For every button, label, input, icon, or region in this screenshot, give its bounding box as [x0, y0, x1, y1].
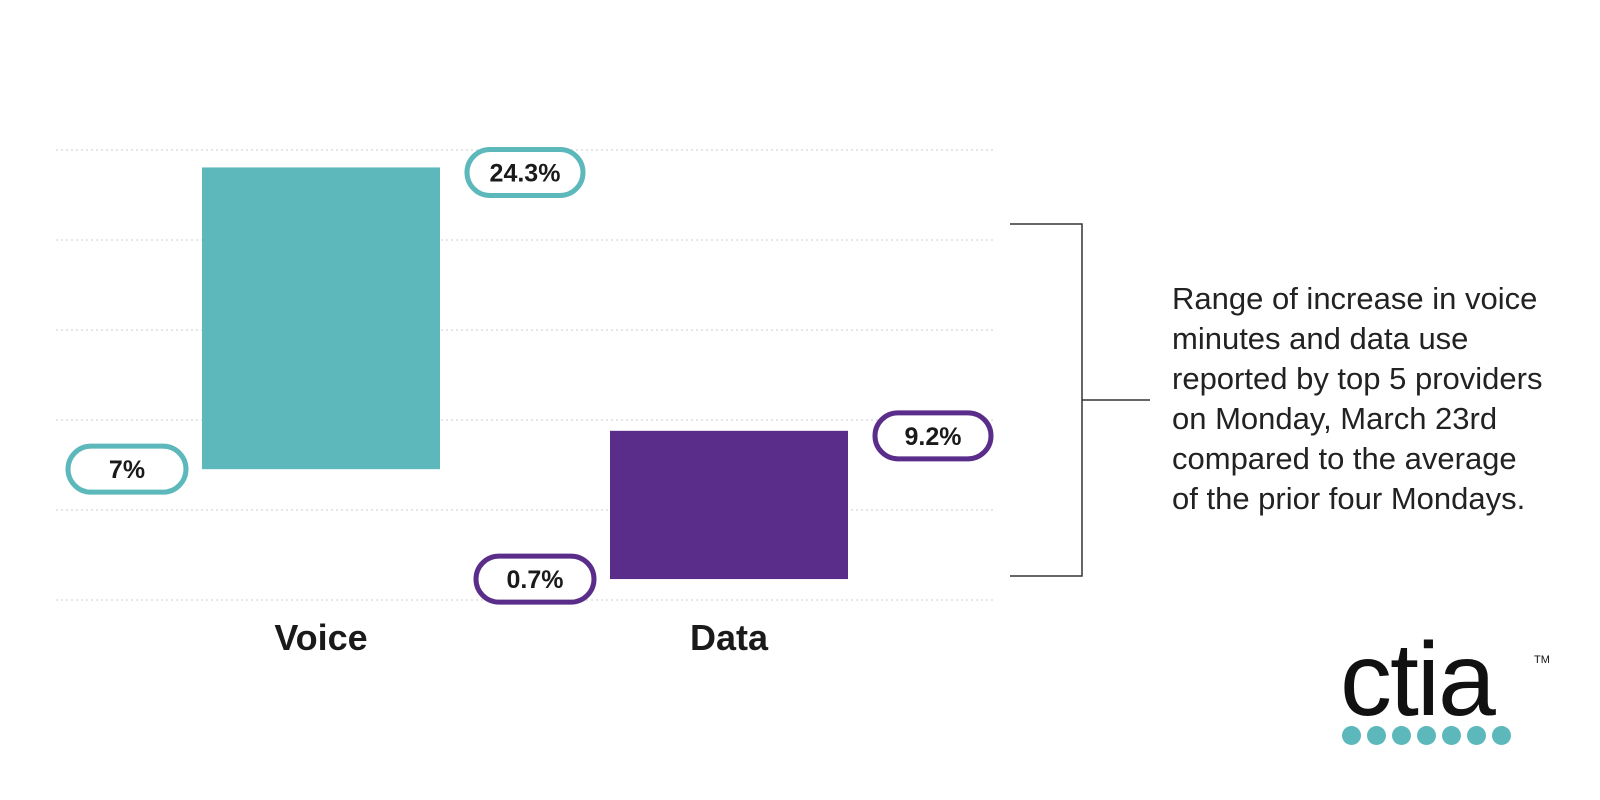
logo-dot — [1442, 726, 1461, 745]
ctia-logo: ctia TM — [1340, 628, 1550, 756]
low-value-label: 0.7% — [473, 553, 597, 605]
high-value-label: 24.3% — [464, 146, 586, 198]
annotation-line: minutes and data use — [1172, 321, 1469, 356]
logo-dot — [1367, 726, 1386, 745]
logo-dots — [1342, 726, 1511, 745]
annotation-line: compared to the average — [1172, 441, 1517, 476]
low-value-label: 7% — [65, 443, 189, 495]
range-bracket — [1010, 223, 1150, 577]
high-value-label: 9.2% — [872, 410, 994, 462]
category-label: Data — [690, 617, 769, 658]
svg-text:7%: 7% — [109, 456, 145, 484]
logo-dot — [1417, 726, 1436, 745]
logo-dot — [1392, 726, 1411, 745]
logo-dot — [1467, 726, 1486, 745]
range-bar-data — [610, 430, 848, 580]
value-labels: 24.3% 7% 9.2% 0.7% — [65, 146, 994, 605]
annotation-line: Range of increase in voice — [1172, 281, 1538, 316]
annotation-line: on Monday, March 23rd — [1172, 401, 1498, 436]
category-labels: Voice Data — [274, 617, 769, 658]
bracket-line — [1010, 223, 1150, 577]
bars — [202, 167, 848, 580]
range-bar-voice — [202, 167, 440, 470]
annotation-line: reported by top 5 providers — [1172, 361, 1543, 396]
annotation-line: of the prior four Mondays. — [1172, 481, 1526, 516]
category-label: Voice — [274, 617, 367, 658]
logo-dot — [1492, 726, 1511, 745]
svg-text:0.7%: 0.7% — [507, 566, 564, 594]
svg-text:24.3%: 24.3% — [490, 159, 561, 187]
grid-lines — [56, 149, 994, 601]
svg-text:9.2%: 9.2% — [905, 423, 962, 451]
logo-dot — [1342, 726, 1361, 745]
logo-wordmark: ctia — [1340, 622, 1496, 738]
annotation-text: Range of increase in voice minutes and d… — [1172, 279, 1572, 519]
trademark-mark: TM — [1534, 654, 1550, 666]
